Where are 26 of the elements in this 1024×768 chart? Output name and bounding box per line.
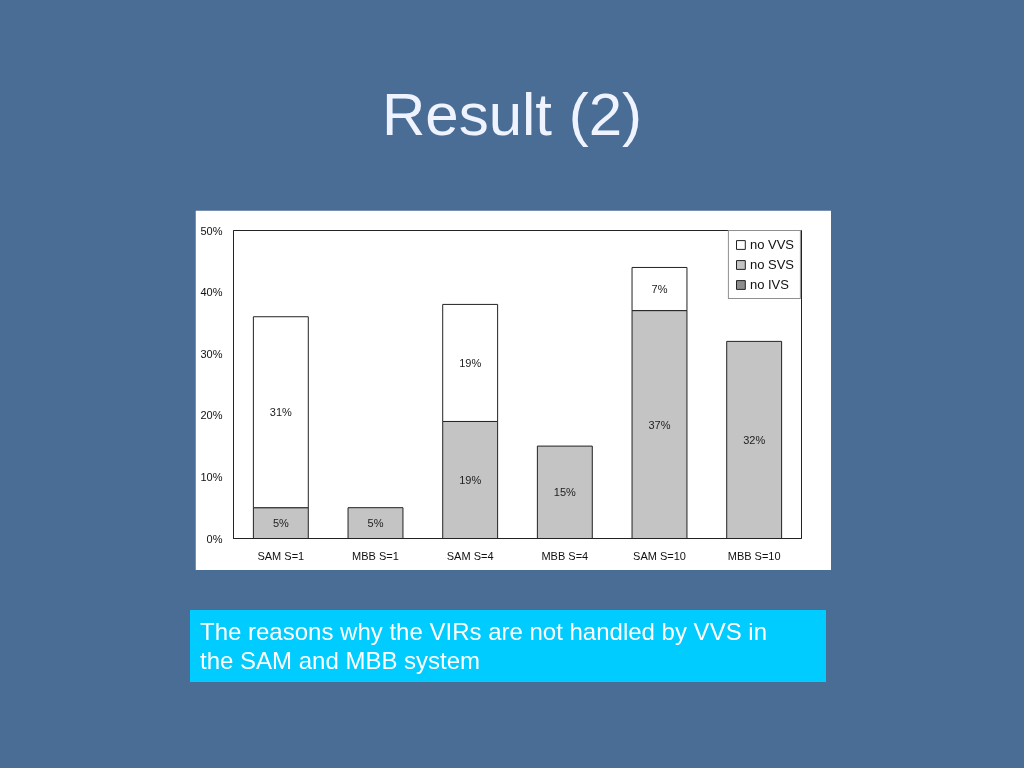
x-tick-label: SAM S=10	[633, 549, 686, 562]
x-tick-label: MBB S=10	[727, 549, 781, 562]
data-label: 31%	[269, 406, 293, 419]
data-label: 19%	[459, 356, 482, 369]
text: The reasons why the VIRs are not handled by VVS in the SAM and MBB system	[200, 617, 768, 675]
x-tick-label: MBB S=1	[352, 549, 399, 562]
data-label: 32%	[743, 433, 766, 446]
x-tick-label: MBB S=4	[541, 549, 589, 562]
y-tick-label: 0%	[206, 532, 223, 545]
y-tick-label: 50%	[200, 224, 223, 237]
data-label: 5%	[272, 517, 289, 530]
data-label: 5%	[367, 517, 384, 530]
data-label: 15%	[553, 486, 577, 499]
y-tick-label: 20%	[200, 409, 223, 422]
legend-label: no SVS	[749, 257, 794, 272]
legend-label: no IVS	[749, 277, 789, 292]
chart-title: Result (2)	[381, 80, 643, 150]
data-label: 19%	[459, 473, 482, 486]
x-tick-label: SAM S=1	[257, 549, 305, 562]
x-tick-label: SAM S=4	[446, 549, 494, 562]
y-tick-label: 40%	[200, 286, 223, 299]
data-label: 7%	[651, 283, 668, 296]
legend-label: no VVS	[749, 237, 794, 252]
y-tick-label: 10%	[200, 470, 223, 483]
y-tick-label: 30%	[200, 347, 223, 360]
data-label: 37%	[648, 418, 671, 431]
